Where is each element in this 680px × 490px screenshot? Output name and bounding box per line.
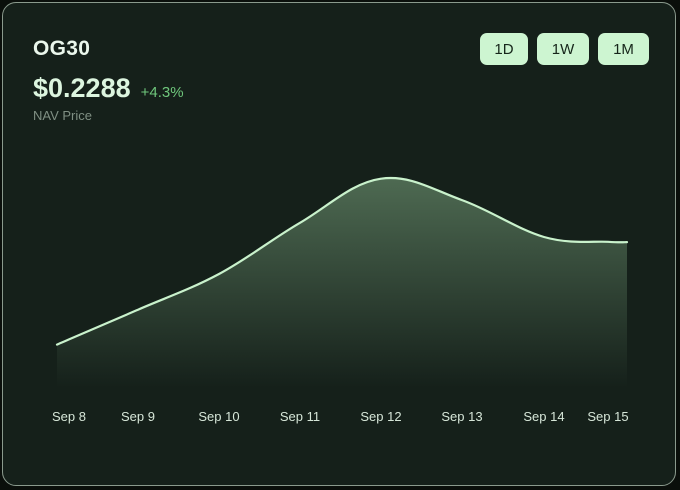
price-area-fill (57, 178, 627, 388)
x-tick-label: Sep 10 (198, 409, 239, 424)
x-axis-ticks: Sep 8 Sep 9 Sep 10 Sep 11 Sep 12 Sep 13 Sep 14… (52, 409, 629, 424)
range-button-1d[interactable]: 1D (480, 33, 528, 65)
price-line (55, 176, 629, 346)
x-tick-label: Sep 11 (280, 409, 320, 424)
price-change-badge: +4.3% (140, 84, 184, 101)
x-tick-label: Sep 8 (52, 409, 86, 424)
nav-price-label: NAV Price (33, 108, 92, 123)
x-tick-label: Sep 15 (587, 409, 628, 424)
time-range-selector: 1D 1W 1M (480, 33, 649, 65)
range-button-1w[interactable]: 1W (537, 33, 589, 65)
nav-price-chart: Sep 8 Sep 9 Sep 10 Sep 11 Sep 12 Sep 13 Sep 14… (52, 176, 629, 424)
price-chart-card: OG30 $0.2288 +4.3% NAV Price 1D 1W 1M Se… (2, 2, 676, 486)
x-tick-label: Sep 9 (121, 409, 155, 424)
x-tick-label: Sep 14 (523, 409, 564, 424)
nav-price-value: $0.2288 (33, 73, 131, 103)
range-button-1m[interactable]: 1M (598, 33, 649, 65)
x-tick-label: Sep 13 (441, 409, 482, 424)
x-tick-label: Sep 12 (360, 409, 401, 424)
token-title: OG30 (33, 37, 91, 60)
price-row: $0.2288 +4.3% (33, 73, 184, 104)
